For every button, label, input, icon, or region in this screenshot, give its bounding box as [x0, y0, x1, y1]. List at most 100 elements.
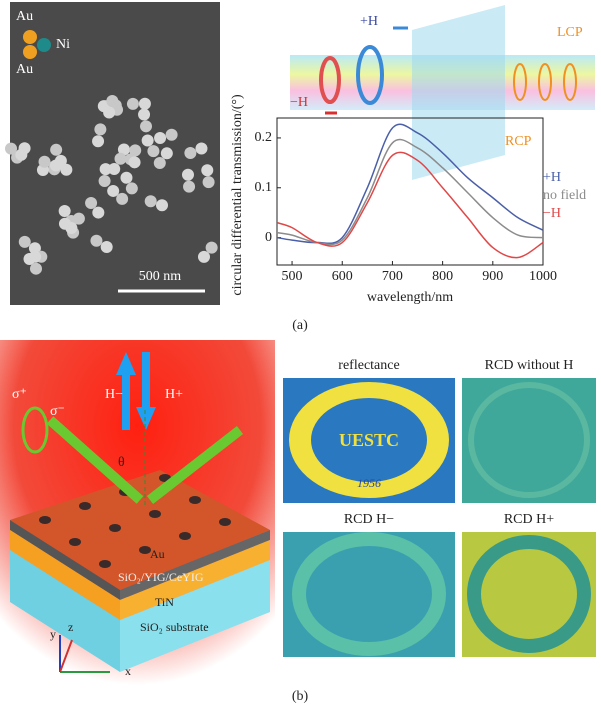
layer-label: SiO₂/YIG/CeYIG	[118, 570, 204, 584]
tin-layer	[10, 530, 120, 620]
reflected-beam	[146, 426, 244, 504]
field-arrow	[116, 352, 136, 375]
particle	[65, 221, 78, 234]
particle	[100, 241, 113, 254]
particle	[90, 234, 103, 247]
particle	[184, 147, 197, 160]
particle	[116, 192, 129, 205]
y-tick-label: 0.2	[255, 130, 273, 145]
helix	[538, 63, 552, 101]
layer-label: TiN	[155, 595, 174, 609]
particle	[195, 142, 208, 155]
particle	[117, 143, 130, 156]
axis-label: x	[125, 664, 131, 678]
particle	[141, 134, 154, 147]
sem-label: Au	[16, 9, 33, 24]
particle	[181, 168, 194, 181]
field-label: H−	[105, 387, 123, 402]
field-arrow	[122, 370, 130, 430]
logo-ghost	[468, 382, 590, 498]
x-tick-label: 500	[282, 269, 303, 284]
particle	[94, 123, 107, 136]
au-sphere	[23, 45, 37, 59]
particle	[54, 154, 67, 167]
axis-label: z	[68, 620, 73, 634]
image	[462, 532, 596, 657]
caption: (b)	[292, 689, 309, 704]
helix	[563, 63, 577, 101]
substrate	[120, 560, 270, 672]
particle	[125, 182, 138, 195]
image	[283, 532, 455, 657]
particle	[201, 164, 214, 177]
particle	[92, 206, 105, 219]
logo-ghost	[292, 532, 446, 656]
hole	[219, 518, 231, 526]
axis-z	[59, 639, 73, 673]
particle	[29, 250, 42, 263]
oxide-layer	[10, 520, 120, 600]
tin-layer	[120, 540, 270, 620]
hole	[179, 532, 191, 540]
image-title: RCD H+	[504, 512, 554, 527]
particle	[129, 144, 142, 157]
sem-label: Ni	[56, 37, 70, 52]
chart: 500 600 700 800 900 1000 0 0.1 0.2 +H no field −H	[255, 117, 586, 284]
helix	[513, 63, 527, 101]
x-tick-label: 1000	[529, 269, 557, 284]
hole	[139, 546, 151, 554]
angle-label: θ	[118, 455, 125, 470]
particle	[154, 132, 167, 145]
logo-ghost	[467, 535, 591, 653]
incident-beam	[46, 416, 144, 504]
polarization-label: σ⁺	[12, 387, 27, 402]
particle	[38, 155, 51, 168]
ni-sphere	[37, 38, 51, 52]
hole	[39, 516, 51, 524]
y-axis-label: circular differential transmission/(°)	[230, 94, 245, 296]
polarization-label: RCP	[505, 134, 532, 149]
particle	[108, 162, 121, 175]
particle	[98, 175, 111, 188]
au-sphere	[23, 30, 37, 44]
metasurface	[412, 5, 505, 180]
particle	[29, 262, 42, 275]
caption: (a)	[292, 318, 308, 333]
sem-particles	[5, 94, 218, 275]
x-tick-label: 700	[382, 269, 403, 284]
x-tick-label: 600	[332, 269, 353, 284]
axis-label: y	[50, 627, 56, 641]
x-tick-label: 900	[482, 269, 503, 284]
particle	[183, 180, 196, 193]
hole	[189, 496, 201, 504]
sem-label: Au	[16, 62, 33, 77]
hole	[79, 502, 91, 510]
legend-label: +H	[543, 170, 561, 185]
particle	[50, 143, 63, 156]
legend-label: no field	[543, 188, 586, 203]
particle	[156, 199, 169, 212]
hole	[69, 538, 81, 546]
legend-label: −H	[543, 206, 561, 221]
particle	[92, 135, 105, 148]
particle	[103, 106, 116, 119]
particle	[138, 108, 151, 121]
field-arrow	[142, 352, 150, 412]
series-line	[276, 151, 544, 259]
plot-frame	[276, 117, 544, 266]
particle	[147, 145, 160, 158]
x-tick-label: 800	[432, 269, 453, 284]
particle	[144, 195, 157, 208]
particle	[18, 235, 31, 248]
image-title: RCD without H	[485, 358, 574, 373]
particle	[72, 212, 85, 225]
particle	[85, 197, 98, 210]
layer-label: Au	[150, 547, 165, 561]
particle	[58, 204, 71, 217]
particle	[197, 250, 210, 263]
field-arrow	[136, 407, 156, 430]
particle	[140, 120, 153, 133]
layer-label: SiO₂ substrate	[140, 620, 209, 634]
particle	[5, 142, 18, 155]
